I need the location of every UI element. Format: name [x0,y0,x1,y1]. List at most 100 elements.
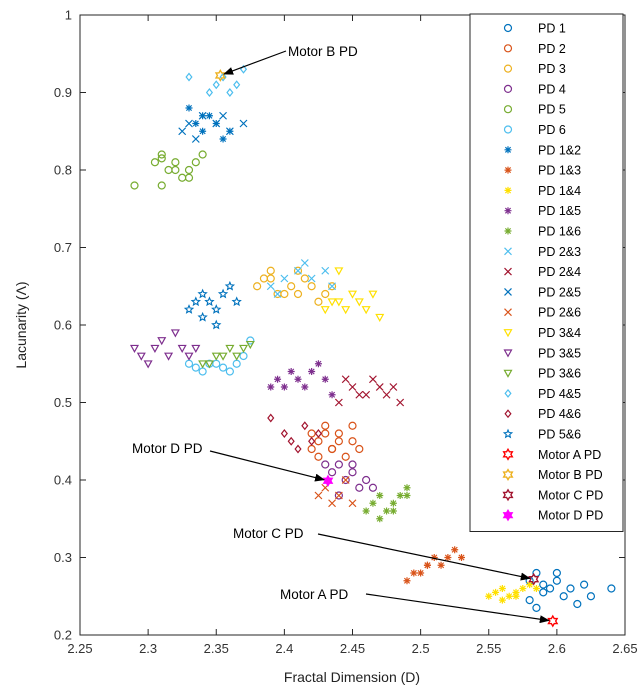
axis-tick-labels: 2.25 2.3 2.35 2.4 2.45 2.5 2.55 2.6 2.65 0.2 0.3 0.… [54,8,638,657]
data-point [328,282,336,291]
data-point [327,444,337,454]
data-point [314,452,323,461]
legend-label: PD 3 [538,62,566,76]
data-point [267,413,275,423]
data-point [273,289,282,299]
series-pd-1-5 [267,360,336,399]
legend-marker [502,468,514,481]
legend-marker [504,166,512,174]
annotation-label: Motor C PD [233,526,304,541]
legend-entry: PD 3&6 [503,367,581,381]
data-point [218,363,228,372]
legend-entry: PD 4 [503,82,566,96]
data-point [348,499,357,508]
legend-entry: Motor B PD [502,468,603,482]
data-point [334,491,343,500]
x-tick-label: 2.5 [412,641,430,656]
data-point [171,158,180,167]
data-point [185,72,193,82]
legend-label: PD 5 [538,103,566,117]
legend-entry: Motor A PD [502,448,601,462]
legend-label: PD 4 [538,82,566,96]
legend-entry: Motor D PD [502,509,603,523]
data-points [129,64,616,628]
series-pd-2-4 [334,375,405,407]
legend-entry: PD 4&6 [504,407,581,421]
data-point [143,360,153,369]
data-point [185,119,193,128]
series-pd-3-5 [129,329,201,369]
data-point [396,492,404,499]
legend-marker [503,23,513,33]
data-point [320,306,330,315]
legend-label: PD 1 [538,22,566,36]
data-point [348,468,357,477]
data-point [437,561,445,569]
data-point [266,266,275,275]
data-point [204,360,214,369]
annotations: Motor B PD Motor D PD Motor C PD Motor A PD [132,44,550,624]
data-point [308,436,316,446]
data-point [552,576,561,585]
data-point [334,398,343,407]
data-point [341,452,350,461]
data-point [198,360,208,369]
data-point [239,119,248,128]
legend-entry: PD 1&2 [504,143,581,157]
legend-label: PD 6 [538,123,566,137]
x-tick-label: 2.3 [139,641,157,656]
legend-box [469,13,624,532]
data-point [238,344,249,353]
data-point [185,104,193,112]
data-point [225,367,234,376]
data-point [191,135,200,143]
data-point [430,554,438,561]
data-point [382,390,391,399]
data-point [389,507,397,515]
x-tick-label: 2.55 [476,641,501,656]
data-point [334,491,343,500]
legend-label: PD 1&3 [538,164,581,178]
legend-label: Motor C PD [538,488,603,502]
data-point [231,296,242,307]
legend-marker [502,509,514,522]
legend-marker [503,369,513,378]
legend-entry: PD 5 [503,103,566,117]
legend-marker [503,105,513,114]
data-point [423,561,431,569]
series-pd-4-6 [267,413,323,454]
data-point [321,289,330,299]
legend-label: Motor A PD [538,448,601,462]
series-pd-3-4 [320,267,385,322]
data-point [150,158,160,167]
data-point [157,154,166,163]
data-point [287,282,296,291]
data-point [505,592,513,600]
data-point [280,274,289,283]
data-point [368,483,378,492]
legend-label: PD 1&2 [538,143,581,157]
legend-entry: PD 1&3 [504,164,581,178]
x-tick-label: 2.6 [548,641,566,656]
data-point [184,173,194,182]
legend-label: PD 3&5 [538,346,581,360]
data-point [341,375,350,384]
data-point [300,274,309,283]
data-point [362,507,370,515]
data-point [361,306,371,315]
x-tick-label: 2.4 [275,641,293,656]
data-point [191,344,201,353]
data-point [607,584,616,593]
data-point [191,363,200,372]
annotation-arrow [317,533,531,581]
data-point [334,267,344,276]
data-point [232,352,242,361]
data-point [184,165,194,175]
data-point [334,429,343,438]
data-point [293,289,303,299]
data-point [417,569,425,577]
data-point [233,80,241,90]
legend-label: PD 4&5 [538,387,581,401]
data-point [321,266,330,275]
